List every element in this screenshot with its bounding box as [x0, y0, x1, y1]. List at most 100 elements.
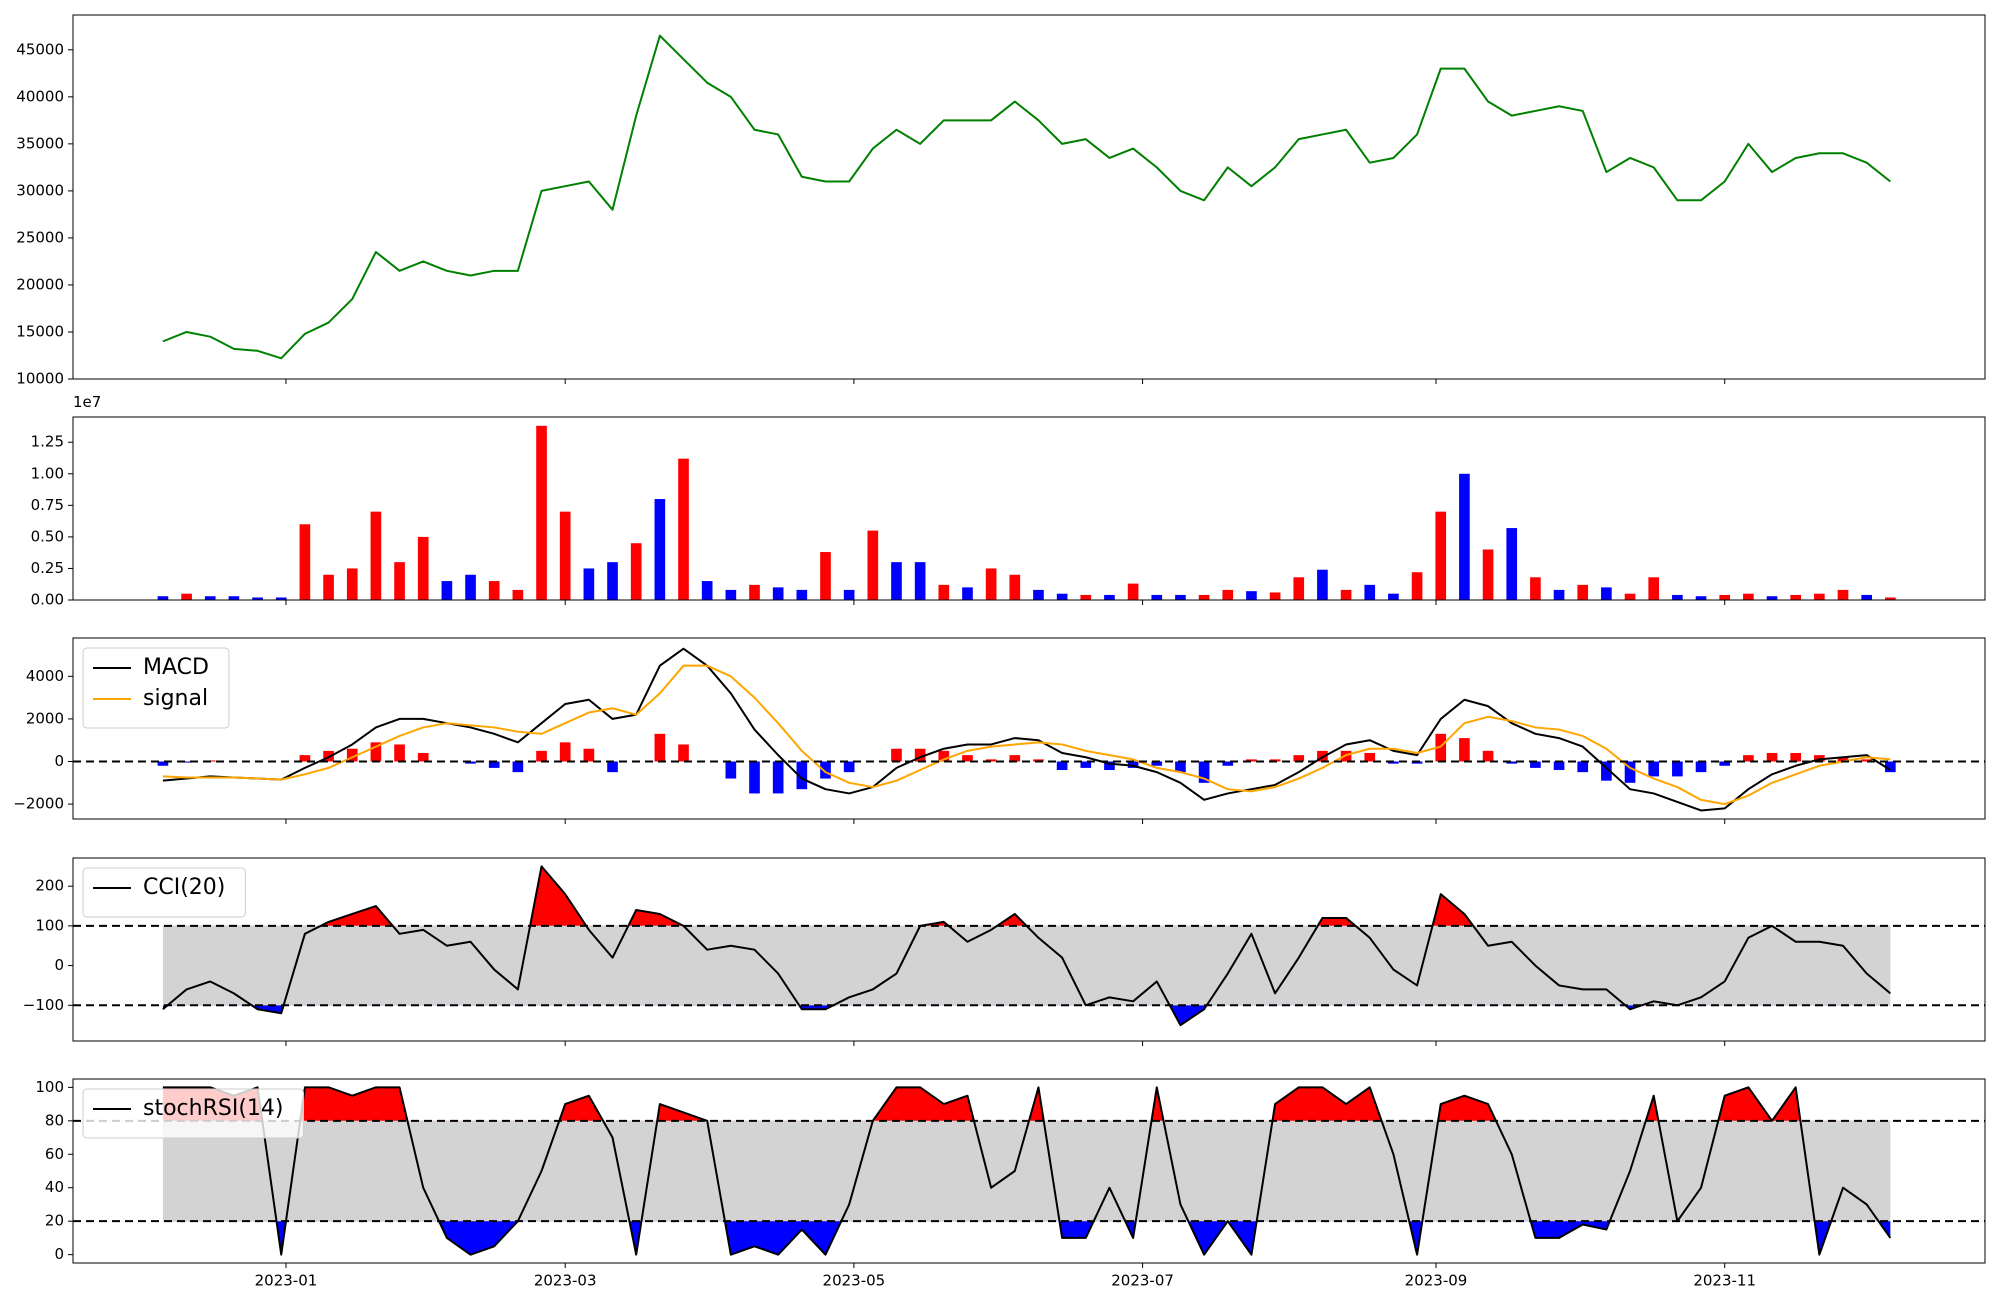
bar — [181, 593, 192, 600]
legend-label: signal — [143, 686, 208, 711]
bar — [1364, 584, 1376, 600]
x-tick-label: 2023-05 — [823, 1272, 886, 1290]
bar — [1530, 761, 1541, 768]
bar — [1695, 761, 1707, 773]
bar — [1151, 594, 1163, 600]
y-tick-label: 0 — [54, 1245, 64, 1263]
x-tick-label: 2023-11 — [1693, 1272, 1756, 1290]
bar — [1482, 750, 1494, 762]
line — [162, 664, 1891, 806]
bar — [1388, 761, 1399, 764]
y-tick-label: 1.00 — [31, 464, 64, 482]
bar — [1293, 577, 1305, 600]
bar — [1506, 761, 1518, 764]
bar — [820, 761, 831, 779]
bar — [228, 596, 240, 600]
bar — [1293, 755, 1305, 762]
bar — [1861, 759, 1873, 762]
bar — [1885, 597, 1896, 600]
plot-area — [73, 1086, 1985, 1256]
bar — [1624, 593, 1636, 600]
bar — [323, 574, 334, 600]
bar — [488, 581, 500, 600]
bar — [299, 755, 311, 762]
line — [162, 1086, 1892, 1256]
bar — [796, 761, 808, 790]
y-tick-label: 0.50 — [31, 527, 64, 545]
legend: stochRSI(14) — [82, 1088, 304, 1139]
y-tick-label: 1.25 — [31, 433, 64, 451]
bar — [1577, 761, 1589, 773]
bar — [985, 759, 997, 762]
bar — [1269, 759, 1281, 762]
y-tick-label: 15000 — [16, 322, 64, 340]
y-tick-label: 0.00 — [31, 591, 64, 609]
plot-area — [73, 865, 1985, 1027]
bar — [1175, 594, 1186, 600]
bar — [1364, 752, 1376, 762]
bar — [346, 748, 358, 762]
bar — [275, 597, 287, 600]
y-tick-label: 80 — [45, 1111, 64, 1129]
bar — [1790, 752, 1802, 762]
y-tick-label: 25000 — [16, 228, 64, 246]
bar — [630, 543, 642, 600]
bar — [1269, 592, 1281, 600]
bar — [1672, 594, 1683, 600]
y-tick-label: 0 — [54, 956, 64, 974]
bar — [1885, 761, 1896, 773]
bar — [488, 761, 500, 768]
panel-frame — [72, 14, 1986, 380]
bar — [1411, 761, 1423, 764]
bar — [678, 744, 689, 762]
panel-frame — [72, 857, 1986, 1042]
bar — [1175, 761, 1186, 773]
y-tick-label: 0.25 — [31, 559, 64, 577]
bar — [157, 761, 169, 766]
bar — [1246, 759, 1257, 762]
bar — [796, 589, 808, 600]
bar — [1246, 591, 1257, 600]
bar — [1127, 583, 1139, 600]
band — [162, 925, 1891, 1006]
bar — [1009, 574, 1021, 600]
y-tick-label: 30000 — [16, 181, 64, 199]
line — [162, 34, 1891, 360]
bar — [1033, 759, 1044, 762]
bar — [1435, 511, 1447, 600]
bar — [914, 748, 926, 762]
y-tick-label: 4000 — [26, 667, 64, 685]
bar — [678, 458, 689, 600]
bar — [1056, 593, 1068, 600]
bar — [1743, 593, 1754, 600]
bar — [1648, 577, 1660, 600]
bar — [536, 425, 547, 600]
bar — [1104, 761, 1115, 771]
x-tick-label: 2023-09 — [1405, 1272, 1468, 1290]
bar — [1222, 761, 1234, 766]
offset-label: 1e7 — [73, 393, 101, 411]
bar — [1506, 528, 1518, 600]
bar — [181, 761, 192, 763]
y-tick-label: −100 — [23, 996, 64, 1014]
bar — [1198, 594, 1210, 600]
bar — [536, 750, 547, 762]
bar — [1459, 738, 1470, 762]
bar — [299, 524, 311, 600]
bar — [441, 581, 453, 600]
plot-area — [73, 647, 1985, 812]
bar — [749, 761, 760, 794]
bar — [772, 587, 784, 600]
bar — [252, 597, 263, 600]
bar — [914, 562, 926, 600]
legend-label: stochRSI(14) — [143, 1096, 284, 1121]
bar — [559, 511, 571, 600]
bar — [1056, 761, 1068, 771]
bar — [1601, 587, 1612, 600]
bar — [607, 562, 618, 600]
bar — [417, 752, 429, 762]
bar — [867, 530, 879, 600]
fill-below — [276, 1221, 1891, 1255]
line — [162, 647, 1891, 812]
